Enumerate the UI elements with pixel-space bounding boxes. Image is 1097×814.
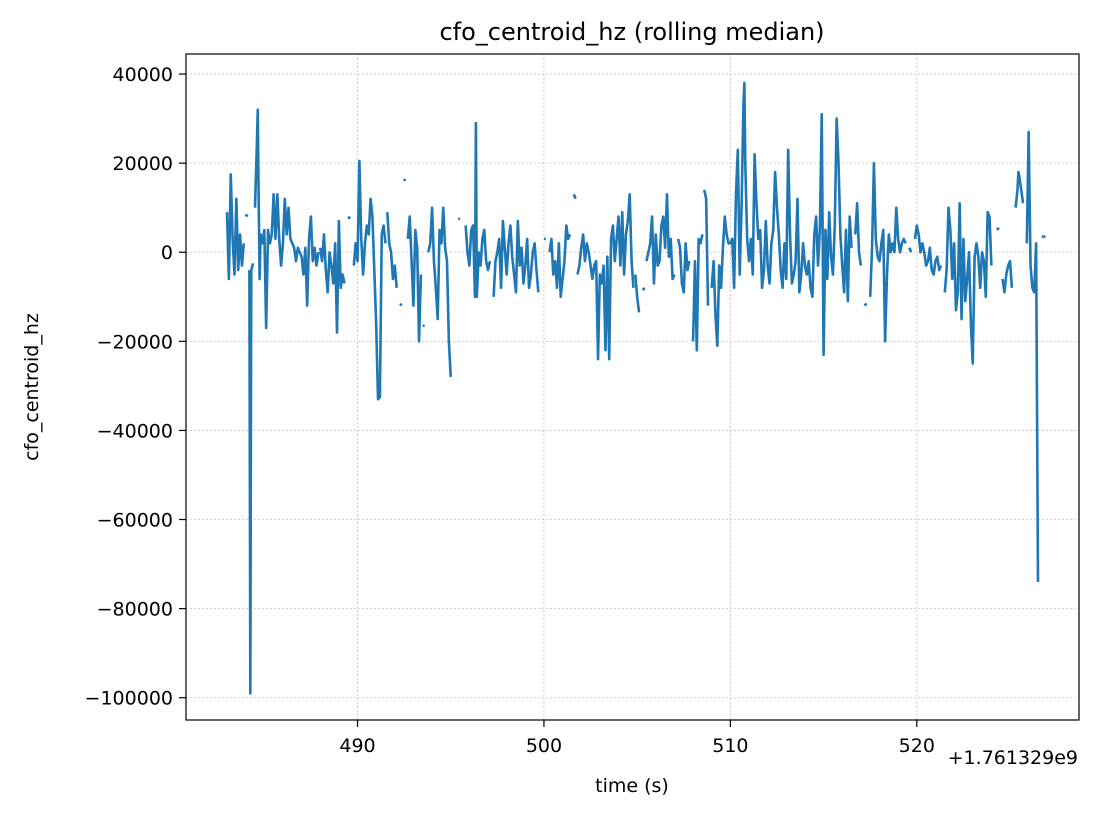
series-line-segment	[634, 274, 641, 313]
series-line-segment	[676, 238, 691, 294]
series-line-segment	[399, 302, 403, 307]
series-line-segment	[427, 206, 453, 378]
series-line-segment	[406, 215, 423, 343]
series-line-segment	[244, 213, 249, 218]
series-line-segment	[572, 193, 577, 200]
plot-frame	[185, 53, 1080, 721]
x-tick-label: 500	[526, 735, 562, 757]
y-tick-label: 0	[161, 242, 173, 264]
y-tick-label: −60000	[97, 510, 173, 532]
y-tick-label: −40000	[97, 420, 173, 442]
series-line-segment	[908, 247, 913, 253]
series-line-segment	[1025, 130, 1040, 582]
series-line-segment	[464, 121, 492, 299]
y-tick-label: −100000	[85, 688, 173, 710]
series-line-segment	[913, 224, 943, 276]
series-line-segment	[853, 201, 863, 266]
series-line-segment	[318, 219, 346, 334]
x-tick-label: 520	[899, 735, 935, 757]
series-line-segment	[248, 263, 255, 695]
series-line-segment	[352, 159, 387, 401]
series-line-segment	[253, 108, 320, 330]
series-line-segment	[691, 234, 704, 352]
series-line-segment	[641, 287, 646, 291]
y-tick-label: −80000	[97, 599, 173, 621]
series-line-segment	[386, 212, 398, 288]
chart-title: cfo_centroid_hz (rolling median)	[439, 18, 824, 46]
series-line-segment	[347, 215, 352, 220]
y-tick-label: 20000	[113, 153, 173, 175]
x-axis-label: time (s)	[595, 775, 669, 797]
series-line-segment	[863, 302, 868, 307]
series-line-segment	[1014, 170, 1025, 208]
series-line-segment	[645, 193, 676, 285]
series-line-segment	[548, 224, 572, 299]
series-line-segment	[402, 178, 407, 182]
series-line-segment	[703, 189, 710, 306]
x-axis-offset-label: +1.761329e9	[948, 747, 1078, 769]
series-line-segment	[1001, 259, 1014, 294]
x-tick-label: 510	[712, 735, 748, 757]
series-line-segment	[492, 219, 540, 297]
series-line-segment	[995, 226, 1000, 231]
y-axis-label: cfo_centroid_hz	[21, 313, 43, 461]
series-line-segment	[225, 172, 246, 281]
series-line-segment	[710, 81, 853, 356]
x-tick-label: 490	[339, 735, 375, 757]
series-line-segment	[576, 193, 635, 361]
series-line-segment	[943, 201, 993, 365]
series-line-segment	[868, 161, 907, 343]
y-tick-label: −20000	[97, 331, 173, 353]
y-tick-label: 40000	[113, 64, 173, 86]
series-layer	[225, 81, 1046, 695]
ticks: 490 500 510 520 40000 20000 0 −20000 −40000 −6000…	[85, 64, 935, 757]
